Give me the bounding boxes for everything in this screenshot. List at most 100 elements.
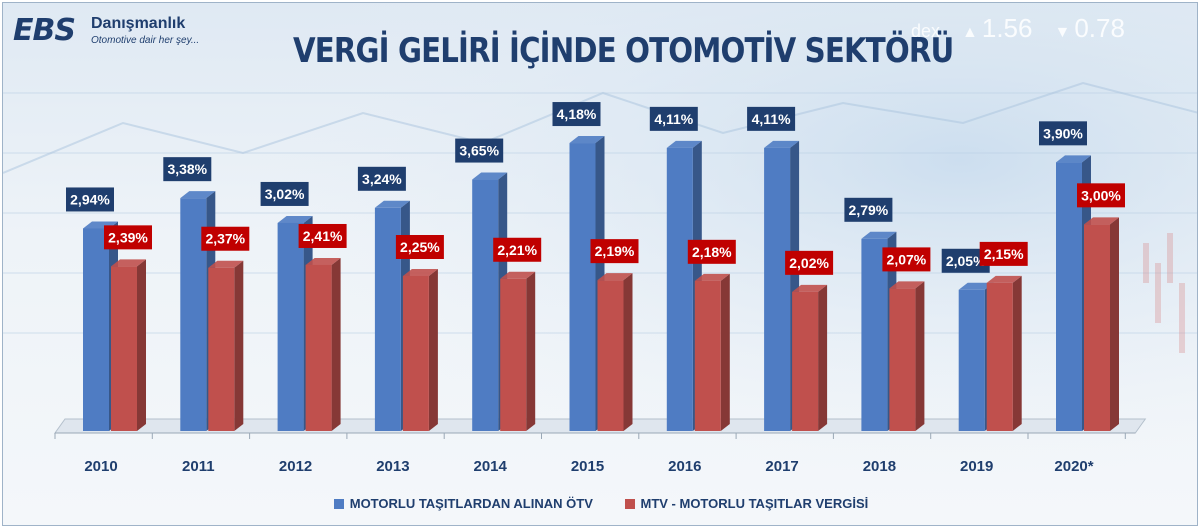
legend-swatch-mtv — [624, 499, 635, 509]
x-tick-label: 2019 — [960, 458, 993, 475]
company-logo: EBS Danışmanlık Otomotive dair her şey..… — [13, 11, 223, 55]
ticker-label: dex — [911, 21, 941, 41]
bar-top — [374, 200, 410, 208]
bar-front — [666, 147, 693, 431]
logo-mark: EBS — [13, 13, 76, 48]
value-label-otv-2015: 4,18% — [552, 102, 601, 127]
value-label-text: 2,37% — [205, 231, 245, 247]
bar-top — [889, 281, 925, 289]
x-tick-label: 2015 — [571, 458, 604, 475]
bar-front — [889, 288, 916, 431]
x-tick-label: 2013 — [376, 458, 409, 475]
value-label-box — [552, 102, 601, 127]
x-tick-label: 2010 — [84, 458, 117, 475]
bar-front — [958, 289, 985, 431]
logo-name: Danışmanlık — [91, 15, 186, 32]
value-label-text: 3,00% — [1081, 187, 1121, 203]
bar-front — [305, 264, 332, 431]
logo-tagline: Otomotive dair her şey... — [91, 35, 200, 46]
value-label-box — [979, 241, 1028, 266]
bar-top — [180, 191, 216, 199]
bar-front — [277, 222, 304, 431]
ticker-value-2: 0.78 — [1074, 13, 1125, 43]
value-label-text: 2,15% — [984, 246, 1024, 262]
value-label-text: 3,02% — [265, 186, 305, 202]
bar-top — [694, 273, 730, 281]
value-label-box — [260, 181, 309, 206]
value-label-mtv-2018: 2,07% — [882, 247, 931, 272]
bar-side — [331, 257, 341, 431]
value-label-otv-2018: 2,79% — [844, 197, 893, 222]
bar-top — [597, 273, 633, 281]
bar-mtv-2018 — [889, 281, 925, 431]
bar-top — [500, 271, 536, 279]
value-label-otv-2011: 3,38% — [163, 157, 212, 182]
value-label-otv-2012: 3,02% — [260, 181, 309, 206]
bar-otv-2011 — [180, 191, 216, 431]
bar-top — [472, 172, 508, 180]
bar-front — [764, 147, 791, 431]
bar-side — [234, 260, 244, 431]
value-label-mtv-2012: 2,41% — [298, 223, 347, 248]
value-label-text: 4,11% — [752, 111, 791, 127]
bar-front — [402, 276, 429, 431]
value-label-box — [1039, 121, 1087, 146]
bar-top — [277, 215, 313, 223]
x-tick-label: 2017 — [765, 458, 798, 475]
value-label-box — [104, 225, 152, 250]
bar-side — [915, 281, 925, 431]
value-label-mtv-2013: 2,25% — [395, 235, 444, 259]
value-label-mtv-2019: 2,15% — [979, 241, 1028, 266]
bar-chart: 2,94% 2,39% 3,38% 2,37% 3,02% 2,41% 3,24% 2,25%… — [54, 102, 1147, 475]
value-label-text: 2,39% — [108, 229, 148, 245]
value-label-otv-2014: 3,65% — [455, 138, 504, 163]
bar-front — [500, 278, 527, 431]
x-tick-label: 2011 — [182, 458, 215, 475]
value-label-box — [785, 250, 834, 275]
value-label-mtv-2020*: 3,00% — [1077, 183, 1125, 208]
bar-side — [526, 271, 536, 431]
bar-front — [792, 291, 819, 431]
bar-top — [764, 140, 800, 148]
bar-side — [137, 259, 146, 431]
bar-top — [958, 282, 994, 290]
value-label-text: 2,94% — [70, 191, 110, 207]
bar-front — [83, 228, 109, 431]
value-label-mtv-2014: 2,21% — [493, 237, 542, 262]
value-label-otv-2013: 3,24% — [357, 166, 406, 191]
bar-mtv-2011 — [208, 260, 244, 431]
legend-label-otv: MOTORLU TAŞITLARDAN ALINAN ÖTV — [349, 496, 593, 511]
legend-swatch-otv — [333, 499, 344, 509]
value-label-mtv-2015: 2,19% — [590, 239, 639, 264]
value-label-otv-2017: 4,11% — [747, 106, 796, 131]
legend-item-mtv: MTV - MOTORLU TAŞITLAR VERGİSİ — [624, 496, 869, 511]
bar-mtv-2015 — [597, 273, 633, 431]
bar-front — [569, 143, 596, 432]
legend-item-otv: MOTORLU TAŞITLARDAN ALINAN ÖTV — [333, 496, 593, 511]
value-label-box — [298, 223, 347, 248]
bar-top — [1056, 155, 1091, 163]
bar-mtv-2013 — [402, 269, 438, 431]
ticker-value-1: 1.56 — [981, 13, 1033, 43]
bar-front — [208, 267, 235, 431]
x-tick-label: 2018 — [863, 458, 896, 475]
bar-mtv-2012 — [305, 257, 341, 431]
value-label-mtv-2011: 2,37% — [201, 226, 250, 251]
chart-title: VERGİ GELİRİ İÇİNDE OTOMOTİV SEKTÖRÜ — [293, 31, 954, 71]
background-ticker: dex ▲ 1.56 ▼ 0.78 — [911, 13, 1125, 44]
bar-mtv-2019 — [986, 275, 1022, 431]
chart-legend: MOTORLU TAŞITLARDAN ALINAN ÖTV MTV - MOT… — [3, 496, 1197, 511]
legend-label-mtv: MTV - MOTORLU TAŞITLAR VERGİSİ — [640, 496, 869, 511]
bar-top — [402, 269, 438, 276]
value-label-box — [1077, 183, 1125, 208]
bar-top — [208, 260, 244, 268]
bar-side — [1110, 217, 1119, 431]
value-label-box — [493, 237, 542, 262]
bar-front — [472, 179, 499, 431]
value-label-text: 2,05% — [946, 253, 986, 269]
ticker-down-arrow-icon: ▼ — [1054, 24, 1071, 41]
bar-top — [986, 275, 1022, 283]
bar-top — [305, 257, 341, 265]
x-tick-label: 2012 — [279, 458, 312, 475]
value-label-mtv-2010: 2,39% — [104, 225, 152, 250]
